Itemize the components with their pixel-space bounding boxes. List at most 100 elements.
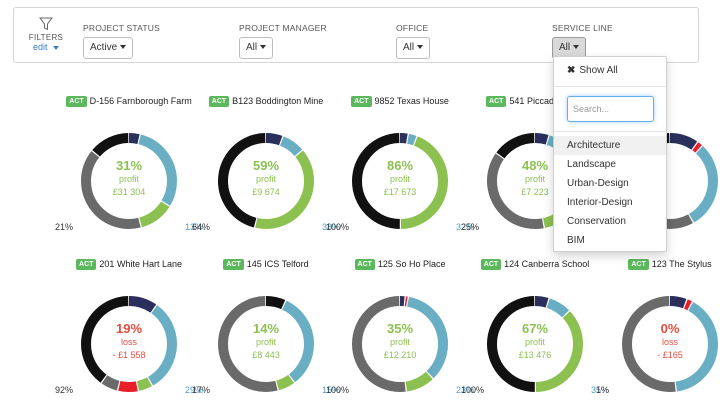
donut-segment-navy xyxy=(81,296,177,392)
profit-percent: 31% xyxy=(115,158,143,173)
project-card[interactable]: ACT D-156 Farnborough Farm 31% profit £31 30… xyxy=(49,95,209,250)
project-name: 201 White Hart Lane xyxy=(99,259,182,269)
donut-segment-blue xyxy=(622,296,718,392)
filter-label: PROJECT MANAGER xyxy=(239,23,327,33)
donut-chart xyxy=(622,296,718,392)
close-icon: ✖ xyxy=(567,65,576,76)
donut-segment-gray xyxy=(81,133,177,229)
project-card[interactable]: ACT B123 Boddington Mine 59% profit £9 674 64… xyxy=(186,95,346,250)
profit-amount: - £165 xyxy=(657,350,683,360)
left-percent: 21% xyxy=(55,222,74,232)
donut-segment-navy xyxy=(487,133,583,229)
profit-percent: 35% xyxy=(386,321,414,336)
profit-label: profit xyxy=(255,337,276,347)
menu-item-bim[interactable]: BIM xyxy=(567,235,585,246)
project-title: ACT 125 So Ho Place xyxy=(320,258,480,271)
project-card[interactable]: ACT 201 White Hart Lane 19% loss - £1 558 92%… xyxy=(49,258,209,413)
profit-donut: 19% loss - £1 558 xyxy=(76,291,182,397)
menu-item-urban-design[interactable]: Urban-Design xyxy=(567,178,629,189)
menu-divider xyxy=(554,86,666,87)
project-name: B123 Boddington Mine xyxy=(232,96,324,106)
donut-segment-gray xyxy=(218,296,314,392)
menu-divider xyxy=(554,131,666,132)
profit-label: profit xyxy=(118,174,139,184)
left-percent: 92% xyxy=(55,385,74,395)
profit-donut: 31% profit £31 304 xyxy=(76,128,182,234)
profit-percent: 59% xyxy=(252,158,280,173)
project-card[interactable]: ACT 145 ICS Telford 14% profit £8 443 17% 15% xyxy=(186,258,346,413)
project-status-dropdown[interactable]: Active xyxy=(83,37,134,59)
office-dropdown[interactable]: All xyxy=(396,37,431,59)
filters-label: FILTERS xyxy=(28,33,64,42)
project-card[interactable]: ACT 125 So Ho Place 35% profit £12 210 100% 23… xyxy=(320,258,480,413)
left-percent: 100% xyxy=(326,222,350,232)
profit-percent: 19% xyxy=(115,321,143,336)
profit-amount: £8 443 xyxy=(252,350,280,360)
filter-bar: FILTERS edit PROJECT STATUS Active PROJE… xyxy=(13,7,699,63)
donut-segment-navy xyxy=(622,296,718,392)
donut-chart xyxy=(487,133,583,229)
status-badge: ACT xyxy=(66,96,87,107)
service-line-menu: ✖Show All Architecture Landscape Urban-D… xyxy=(553,56,667,252)
left-percent: 100% xyxy=(461,385,485,395)
donut-chart xyxy=(218,133,314,229)
right-percent: 23% xyxy=(455,385,474,395)
service-line-search-input[interactable] xyxy=(567,96,654,122)
project-title: ACT 124 Canberra School xyxy=(455,258,615,271)
profit-percent: 48% xyxy=(521,158,549,173)
funnel-icon xyxy=(39,17,53,31)
profit-donut: 67% profit £13 476 xyxy=(482,291,588,397)
show-all-option[interactable]: ✖ Show All xyxy=(567,65,618,76)
chevron-down-icon xyxy=(573,45,580,50)
donut-segment-green xyxy=(218,133,314,229)
project-title: ACT 9852 Texas House xyxy=(320,95,480,108)
chevron-down-icon xyxy=(417,45,424,50)
right-percent: 38% xyxy=(321,222,340,232)
profit-label: loss xyxy=(120,337,137,347)
profit-label: profit xyxy=(255,174,276,184)
filter-project-manager: PROJECT MANAGER All xyxy=(239,23,327,59)
filter-project-status: PROJECT STATUS Active xyxy=(83,23,160,59)
project-manager-dropdown[interactable]: All xyxy=(239,37,274,59)
menu-item-conservation[interactable]: Conservation xyxy=(567,216,626,227)
status-badge: ACT xyxy=(76,259,97,270)
left-percent: 17% xyxy=(192,385,211,395)
project-name: 9852 Texas House xyxy=(374,96,449,106)
donut-segment-black xyxy=(81,296,177,392)
donut-segment-navy xyxy=(81,133,177,229)
donut-segment-black xyxy=(487,296,583,392)
donut-segment-blue xyxy=(622,133,718,229)
status-badge: ACT xyxy=(223,259,244,270)
project-card[interactable]: ACT 124 Canberra School 67% profit £13 476 10… xyxy=(455,258,615,413)
status-badge: ACT xyxy=(480,259,502,270)
menu-item-landscape[interactable]: Landscape xyxy=(567,159,616,170)
donut-segment-blue xyxy=(352,296,448,392)
menu-item-architecture[interactable]: Architecture xyxy=(554,136,666,155)
filters-toggle[interactable]: FILTERS edit xyxy=(26,17,66,52)
profit-percent: 0% xyxy=(660,321,680,336)
status-badge: ACT xyxy=(486,96,507,107)
filter-office: OFFICE All xyxy=(396,23,431,59)
profit-donut: 35% profit £12 210 xyxy=(347,291,453,397)
right-percent: 35% xyxy=(590,385,609,395)
profit-amount: £12 210 xyxy=(383,350,417,360)
project-title: ACT 541 Piccadilly PLA xyxy=(455,95,615,108)
donut-chart xyxy=(352,296,448,392)
donut-chart xyxy=(81,296,177,392)
project-title: ACT B123 Boddington Mine xyxy=(186,95,346,108)
menu-item-interior-design[interactable]: Interior-Design xyxy=(567,197,633,208)
right-percent: 29% xyxy=(184,385,203,395)
left-percent: 64% xyxy=(192,222,211,232)
status-badge: ACT xyxy=(351,96,372,107)
profit-label: profit xyxy=(389,337,410,347)
donut-segment-blue xyxy=(218,296,314,392)
project-card[interactable]: ACT 9852 Texas House 86% profit £17 673 100% 3… xyxy=(320,95,480,250)
filter-service-line: SERVICE LINE All xyxy=(552,23,613,59)
profit-amount: £7 223 xyxy=(521,187,549,197)
chevron-down-icon xyxy=(260,45,267,50)
donut-segment-black xyxy=(352,133,448,229)
right-percent: 32% xyxy=(455,222,474,232)
filters-edit-link[interactable]: edit xyxy=(26,42,66,52)
